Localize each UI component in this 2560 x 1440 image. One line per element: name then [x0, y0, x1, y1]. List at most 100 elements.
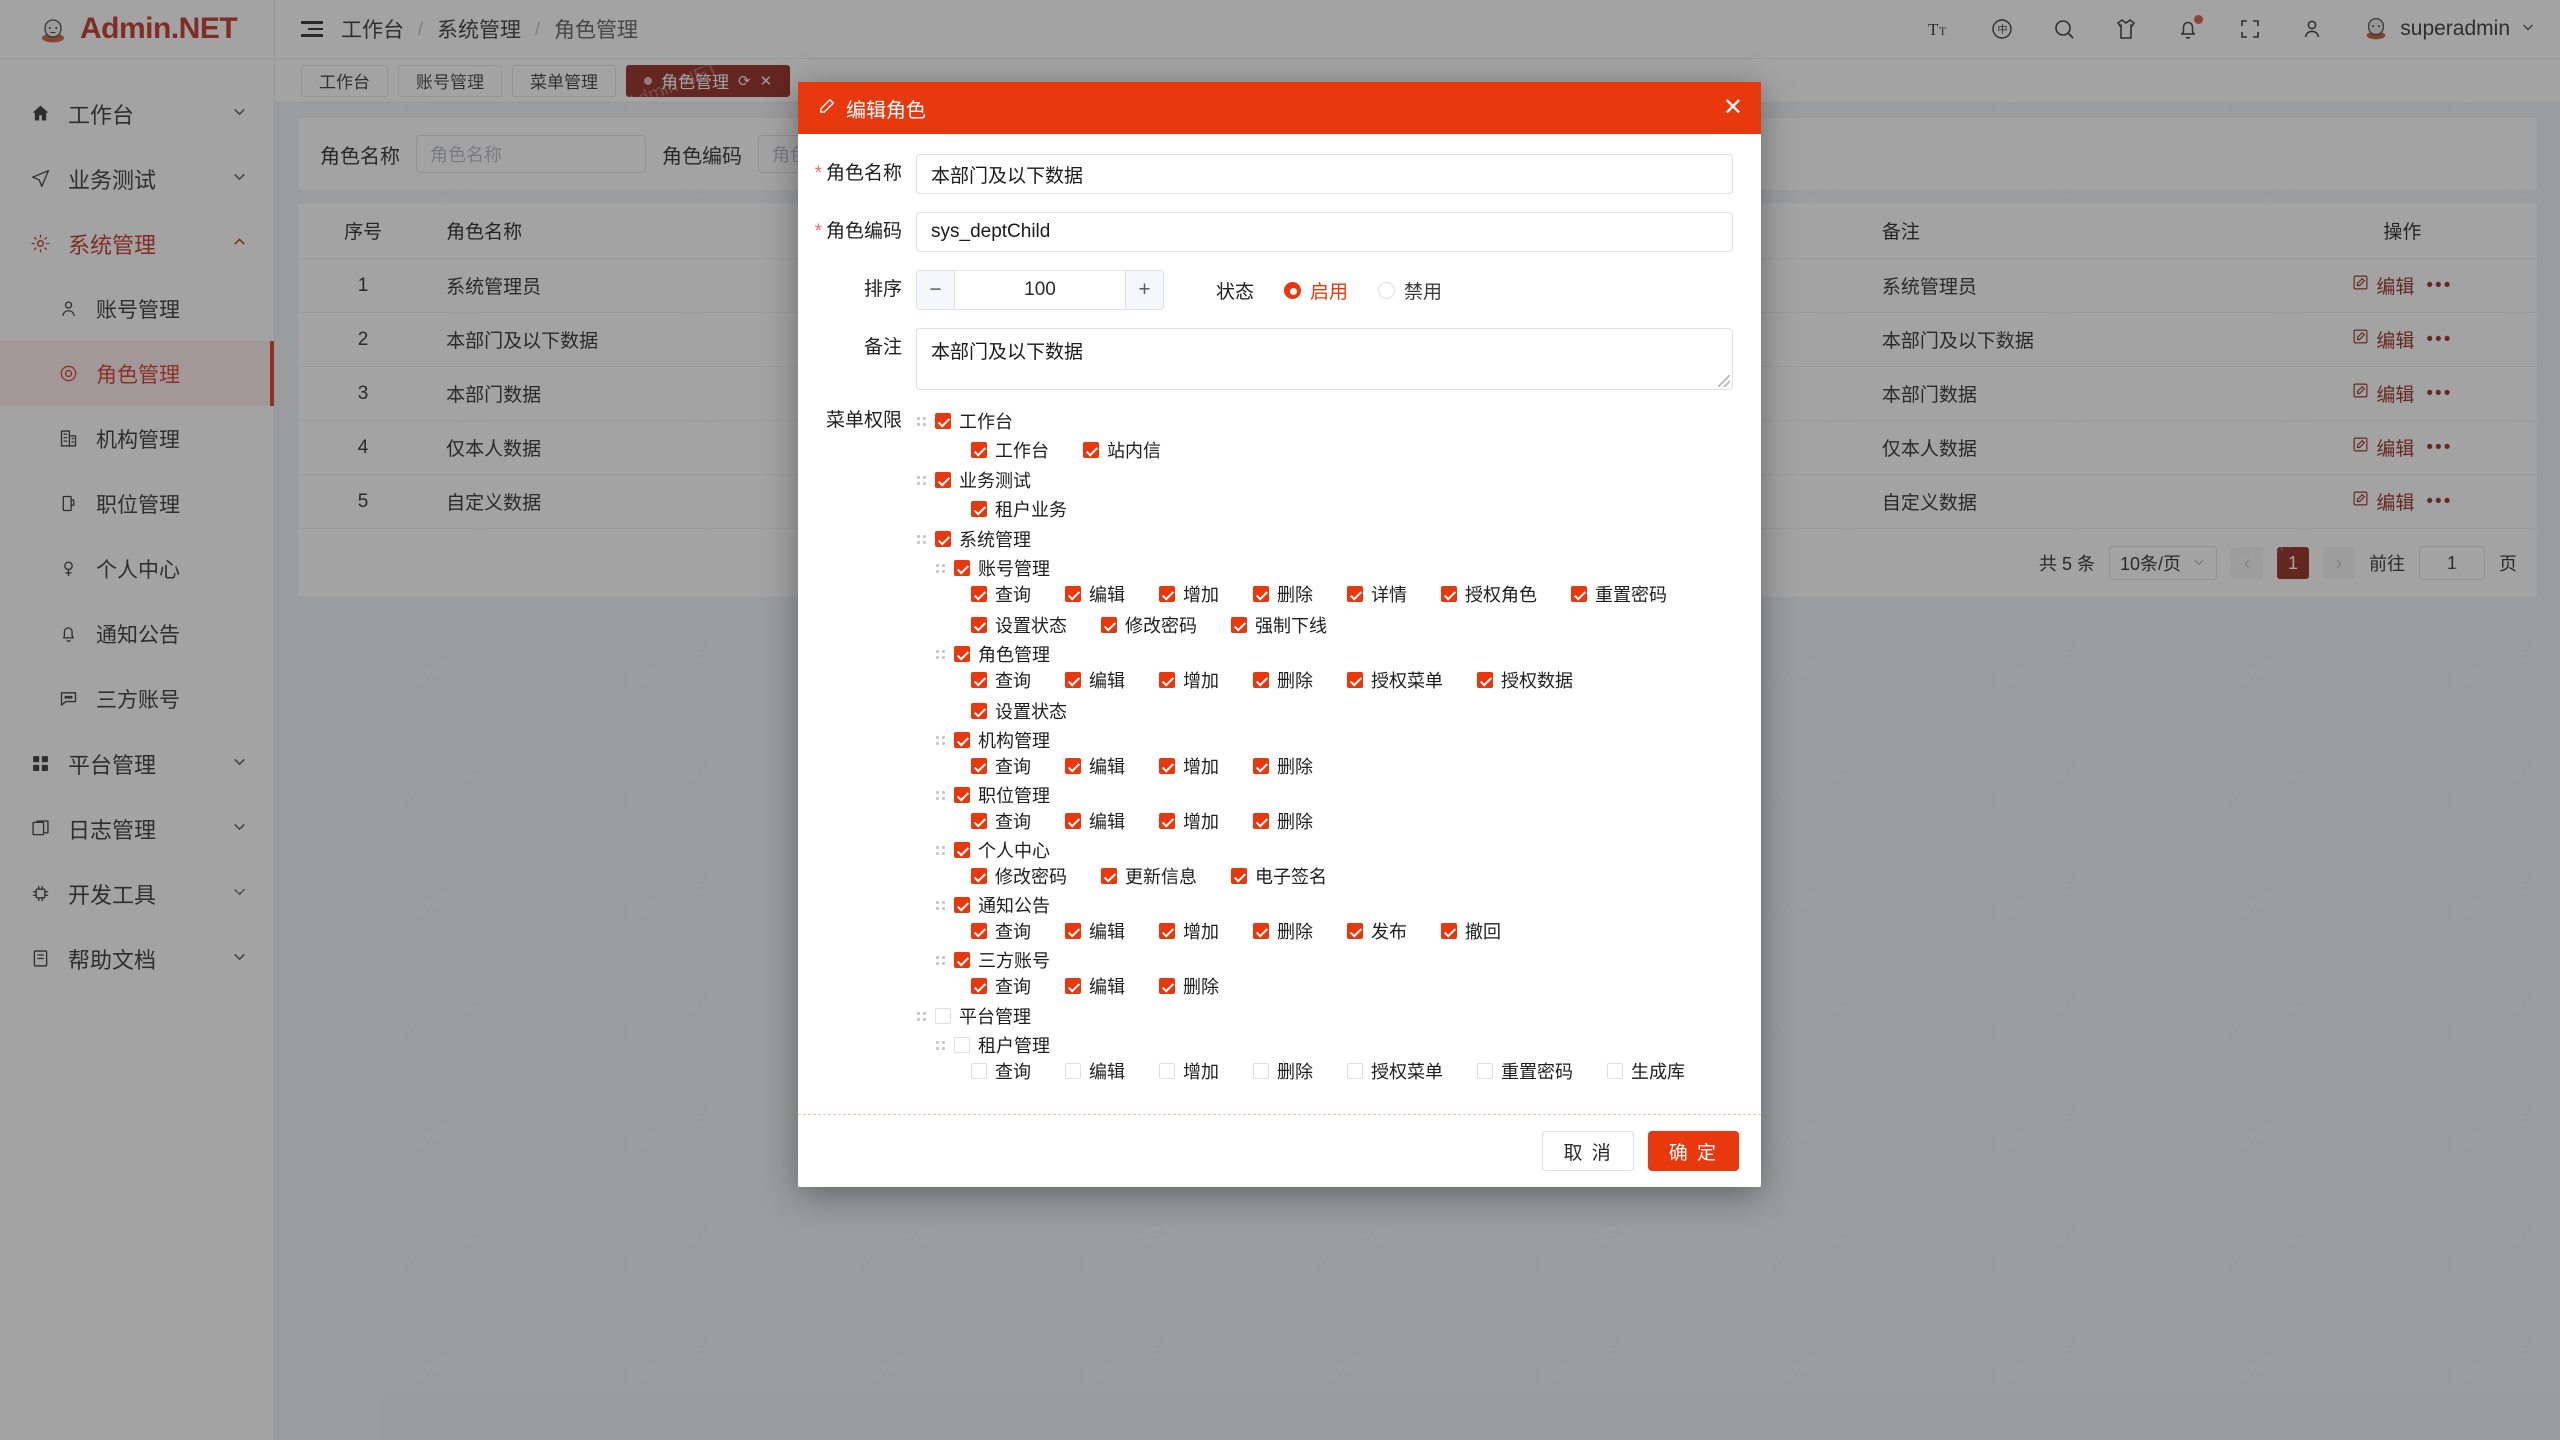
checkbox[interactable]: [971, 442, 987, 458]
permission-node[interactable]: 三方账号: [935, 947, 1733, 973]
checkbox[interactable]: [1347, 1063, 1363, 1079]
theme-shirt-icon[interactable]: [2114, 17, 2138, 41]
checkbox[interactable]: [1253, 923, 1269, 939]
permission-leaf[interactable]: 编辑: [1065, 1058, 1125, 1084]
checkbox[interactable]: [1065, 758, 1081, 774]
pagination-next[interactable]: ›: [2323, 547, 2355, 579]
checkbox[interactable]: [1083, 442, 1099, 458]
permission-leaf[interactable]: 删除: [1253, 808, 1313, 834]
checkbox[interactable]: [1159, 813, 1175, 829]
fullscreen-icon[interactable]: [2238, 17, 2262, 41]
permission-leaf[interactable]: 增加: [1159, 918, 1219, 944]
row-more-button[interactable]: •••: [2426, 328, 2453, 350]
bell-icon[interactable]: [2176, 15, 2204, 41]
permission-leaf[interactable]: 增加: [1159, 808, 1219, 834]
close-icon[interactable]: ✕: [1722, 94, 1743, 121]
permission-node[interactable]: 系统管理: [916, 526, 1733, 552]
checkbox[interactable]: [1065, 813, 1081, 829]
checkbox[interactable]: [935, 472, 951, 488]
checkbox[interactable]: [1159, 672, 1175, 688]
permission-leaf[interactable]: 设置状态: [971, 698, 1067, 724]
search-icon[interactable]: [2052, 17, 2076, 41]
drag-handle-icon[interactable]: [916, 1010, 927, 1022]
permission-leaf[interactable]: 生成库: [1607, 1058, 1685, 1084]
permission-node[interactable]: 业务测试: [916, 467, 1733, 493]
sidebar-item-4[interactable]: 角色管理: [0, 341, 274, 406]
checkbox[interactable]: [935, 531, 951, 547]
checkbox[interactable]: [971, 1063, 987, 1079]
confirm-button[interactable]: 确 定: [1647, 1131, 1739, 1171]
permission-node[interactable]: 职位管理: [935, 782, 1733, 808]
drag-handle-icon[interactable]: [935, 562, 946, 574]
sidebar-item-12[interactable]: 开发工具: [0, 861, 274, 926]
checkbox[interactable]: [954, 1037, 970, 1053]
permission-leaf[interactable]: 设置状态: [971, 612, 1067, 638]
permission-leaf[interactable]: 增加: [1159, 1058, 1219, 1084]
checkbox[interactable]: [1607, 1063, 1623, 1079]
sort-stepper[interactable]: − 100 +: [916, 270, 1164, 310]
row-edit-button[interactable]: 编辑: [2352, 272, 2414, 299]
permission-leaf[interactable]: 电子签名: [1231, 863, 1327, 889]
checkbox[interactable]: [1159, 978, 1175, 994]
sidebar-item-1[interactable]: 业务测试: [0, 146, 274, 211]
status-radio-disabled[interactable]: 禁用: [1378, 277, 1442, 304]
permission-leaf[interactable]: 编辑: [1065, 753, 1125, 779]
sidebar-item-11[interactable]: 日志管理: [0, 796, 274, 861]
row-more-button[interactable]: •••: [2426, 490, 2453, 512]
user-icon[interactable]: [2300, 17, 2324, 41]
sidebar-item-13[interactable]: 帮助文档: [0, 926, 274, 991]
sidebar-item-10[interactable]: 平台管理: [0, 731, 274, 796]
sidebar-item-7[interactable]: 个人中心: [0, 536, 274, 601]
checkbox[interactable]: [1065, 586, 1081, 602]
checkbox[interactable]: [971, 813, 987, 829]
checkbox[interactable]: [1477, 672, 1493, 688]
checkbox[interactable]: [971, 703, 987, 719]
permission-leaf[interactable]: 删除: [1253, 918, 1313, 944]
permission-node[interactable]: 租户管理: [935, 1032, 1733, 1058]
checkbox[interactable]: [971, 758, 987, 774]
drag-handle-icon[interactable]: [935, 789, 946, 801]
tab-0[interactable]: 工作台: [301, 64, 388, 97]
sidebar-item-9[interactable]: 三方账号: [0, 666, 274, 731]
permission-leaf[interactable]: 查询: [971, 581, 1031, 607]
input-role-code[interactable]: sys_deptChild: [916, 212, 1733, 252]
checkbox[interactable]: [1347, 923, 1363, 939]
row-edit-button[interactable]: 编辑: [2352, 434, 2414, 461]
permission-node[interactable]: 个人中心: [935, 837, 1733, 863]
checkbox[interactable]: [1347, 586, 1363, 602]
tab-2[interactable]: 菜单管理: [512, 64, 616, 97]
checkbox[interactable]: [1253, 758, 1269, 774]
permission-leaf[interactable]: 查询: [971, 808, 1031, 834]
permission-leaf[interactable]: 增加: [1159, 753, 1219, 779]
checkbox[interactable]: [1441, 586, 1457, 602]
pagination-prev[interactable]: ‹: [2231, 547, 2263, 579]
checkbox[interactable]: [1159, 758, 1175, 774]
sort-increment-button[interactable]: +: [1125, 271, 1163, 309]
permission-node[interactable]: 平台管理: [916, 1003, 1733, 1029]
permission-leaf[interactable]: 授权菜单: [1347, 667, 1443, 693]
breadcrumb-item-0[interactable]: 工作台: [341, 19, 404, 42]
checkbox[interactable]: [935, 1008, 951, 1024]
checkbox[interactable]: [971, 672, 987, 688]
pagination-goto-input[interactable]: 1: [2419, 546, 2485, 580]
language-icon[interactable]: 中: [1990, 17, 2014, 41]
sidebar-collapse-icon[interactable]: [301, 21, 323, 37]
sidebar-item-0[interactable]: 工作台: [0, 81, 274, 146]
checkbox[interactable]: [1253, 813, 1269, 829]
row-edit-button[interactable]: 编辑: [2352, 488, 2414, 515]
permission-node[interactable]: 工作台: [916, 408, 1733, 434]
checkbox[interactable]: [1065, 1063, 1081, 1079]
checkbox[interactable]: [954, 952, 970, 968]
checkbox[interactable]: [954, 897, 970, 913]
checkbox[interactable]: [971, 501, 987, 517]
permission-leaf[interactable]: 删除: [1253, 753, 1313, 779]
permission-leaf[interactable]: 查询: [971, 753, 1031, 779]
checkbox[interactable]: [1159, 1063, 1175, 1079]
permission-leaf[interactable]: 修改密码: [1101, 612, 1197, 638]
permission-leaf[interactable]: 删除: [1253, 1058, 1313, 1084]
drag-handle-icon[interactable]: [935, 734, 946, 746]
checkbox[interactable]: [1253, 672, 1269, 688]
row-edit-button[interactable]: 编辑: [2352, 326, 2414, 353]
checkbox[interactable]: [1441, 923, 1457, 939]
